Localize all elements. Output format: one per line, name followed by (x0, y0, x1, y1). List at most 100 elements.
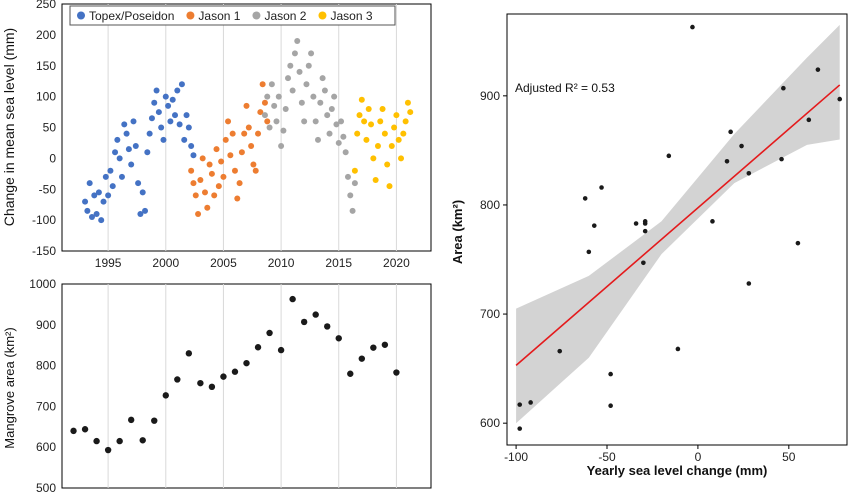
sea-level-point (123, 130, 130, 137)
sea-level-point (183, 112, 190, 119)
sea-level-point (148, 115, 155, 122)
mangrove-point (243, 359, 250, 367)
sea-level-point (201, 189, 208, 196)
sea-level-point (386, 183, 393, 190)
regression-point (795, 240, 801, 246)
sea-level-point (137, 210, 144, 217)
sea-level-point (146, 130, 153, 137)
sea-level-point (241, 130, 248, 137)
mangrove-y-tick-label: 800 (36, 359, 56, 373)
mangrove-point (151, 417, 158, 424)
regression-plot-frame (506, 13, 848, 446)
sea-level-point (155, 109, 162, 116)
regression-point (781, 85, 786, 91)
mangrove-points (70, 295, 400, 454)
sea-level-point (130, 118, 137, 125)
legend-box (69, 5, 396, 26)
sea-level-point (331, 93, 338, 100)
mangrove-point (116, 437, 123, 445)
sea-level-point (351, 180, 358, 187)
sea-level-point (289, 87, 296, 94)
sea-level-point (319, 75, 326, 82)
mangrove-point (347, 370, 354, 377)
sea-level-point (190, 152, 197, 159)
regression-y-tick-label: 600 (480, 416, 500, 430)
sea-level-point (395, 136, 402, 143)
sea-level-point (211, 192, 218, 199)
sea-level-point (365, 105, 372, 112)
sea-level-point (236, 180, 243, 187)
sea-level-point (208, 170, 215, 177)
mangrove-point (289, 295, 296, 303)
sea-level-point (372, 176, 379, 183)
sea-level-point (227, 152, 234, 159)
mangrove-plot-frame (61, 283, 432, 489)
sea-level-point (204, 204, 211, 211)
regression-x-tick-label: -100 (504, 450, 528, 464)
sea-level-point (118, 173, 125, 180)
mangrove-point (231, 368, 239, 375)
regression-points (517, 24, 843, 431)
sea-level-point (188, 143, 195, 150)
mangrove-y-tick-label: 600 (36, 440, 56, 454)
sea-level-point (181, 136, 188, 143)
mangrove-point (174, 376, 181, 383)
regression-point (728, 129, 733, 135)
sea-level-point (144, 149, 151, 156)
sea-level-x-tick-label: 2000 (152, 256, 179, 270)
sea-level-point (342, 149, 349, 156)
sea-level-point (220, 173, 227, 180)
sea-level-y-tick-label: 100 (36, 90, 56, 104)
sea-level-point (388, 143, 395, 150)
sea-level-point (245, 124, 252, 131)
sea-level-point (400, 130, 407, 137)
sea-level-gridlines (107, 4, 397, 251)
sea-level-point (206, 161, 213, 168)
regression-point (739, 143, 744, 149)
mangrove-y-label: Mangrove area (km²) (2, 327, 17, 448)
legend-label: Jason 2 (264, 9, 306, 23)
mangrove-point (358, 355, 366, 362)
mangrove-y-ticks: 500 600 700 800 900 1000 (29, 277, 56, 492)
regression-y-tick-label: 900 (480, 89, 500, 103)
sea-level-point (112, 149, 119, 156)
sea-level-point (234, 195, 241, 202)
sea-level-point (248, 143, 255, 150)
sea-level-point (174, 87, 181, 94)
sea-level-point (91, 192, 98, 199)
mangrove-point (162, 392, 169, 399)
sea-level-point (275, 93, 282, 100)
sea-level-point (225, 118, 232, 125)
sea-level-point (125, 146, 132, 153)
sea-level-point (178, 81, 185, 88)
regression-x-ticks: -100 -50 0 50 (504, 445, 796, 464)
sea-level-point (402, 118, 409, 125)
sea-level-x-tick-label: 2005 (210, 256, 237, 270)
sea-level-y-tick-label: 150 (36, 59, 56, 73)
mangrove-point (104, 446, 112, 454)
sea-level-chart: -150 -100 -50 0 50 100 150 200 250 1995 2000 2005 2… (1, 0, 432, 270)
sea-level-point (98, 217, 105, 224)
sea-level-point (377, 118, 384, 125)
sea-level-point (305, 62, 312, 69)
sea-level-point (116, 155, 123, 162)
sea-level-point (215, 183, 222, 190)
mangrove-point (220, 373, 227, 380)
sea-level-point (132, 143, 139, 150)
sea-level-point (243, 102, 250, 109)
sea-level-point (294, 38, 301, 45)
mangrove-point (208, 383, 216, 391)
sea-level-point (391, 124, 398, 131)
regression-point (779, 156, 784, 162)
sea-level-point (100, 198, 107, 205)
sea-level-point (213, 146, 220, 153)
sea-level-point (278, 143, 285, 150)
mangrove-y-tick-label: 500 (36, 481, 56, 492)
sea-level-point (222, 136, 229, 143)
regression-point (746, 171, 752, 176)
sea-level-plot-frame (61, 3, 432, 252)
sea-level-point (296, 68, 303, 75)
regression-point (517, 426, 523, 431)
regression-point (815, 67, 821, 72)
